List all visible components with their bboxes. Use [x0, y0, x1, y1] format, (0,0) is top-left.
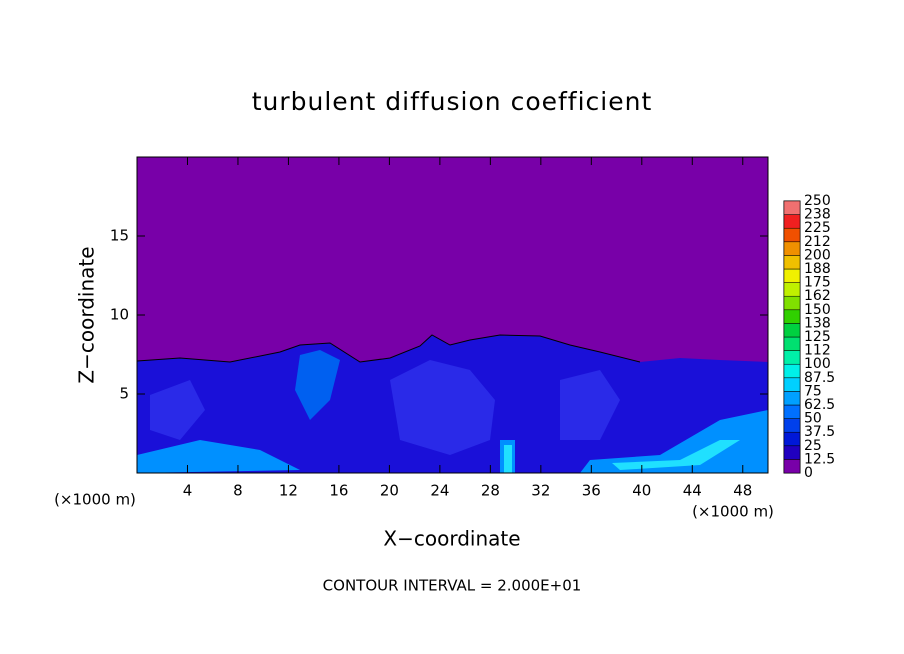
x-tick-label: 12: [279, 482, 298, 500]
field-patch: [504, 440, 740, 473]
x-unit-label: (×1000 m): [692, 503, 774, 521]
colorbar-label: 12.5: [804, 451, 835, 467]
y-tick-label: 10: [110, 306, 129, 324]
colorbar-label: 200: [804, 247, 831, 263]
annotation: CONTOUR INTERVAL = 2.000E+01: [323, 577, 582, 595]
colorbar-bin: [783, 404, 801, 419]
colorbar-bin: [783, 459, 801, 474]
colorbar-bin: [783, 391, 801, 406]
colorbar-bin: [783, 268, 801, 283]
field-patch: [137, 410, 768, 473]
colorbar-label: 138: [804, 315, 831, 331]
x-tick-label: 40: [632, 482, 651, 500]
colorbar-bin: [783, 445, 801, 460]
colorbar-bin: [783, 309, 801, 324]
chart-title: turbulent diffusion coefficient: [252, 87, 653, 116]
colorbar-bin: [783, 323, 801, 338]
colorbar-label: 225: [804, 220, 831, 236]
colorbar-label: 188: [804, 261, 831, 277]
colorbar-bin: [783, 200, 801, 215]
colorbar-label: 37.5: [804, 424, 835, 440]
colorbar-label: 212: [804, 234, 831, 250]
colorbar-bin: [783, 336, 801, 351]
x-tick-label: 4: [183, 482, 193, 500]
x-tick-label: 20: [380, 482, 399, 500]
colorbar-bin: [783, 377, 801, 392]
field: [136, 157, 768, 473]
colorbar-bin: [783, 363, 801, 379]
colorbar-bin: [783, 241, 801, 256]
colorbar-bin: [783, 227, 801, 243]
x-tick-label: 8: [233, 482, 243, 500]
colorbar-label: 62.5: [804, 397, 835, 413]
colorbar-label: 50: [804, 411, 822, 427]
x-tick-label: 44: [683, 482, 702, 500]
colorbar-bin: [783, 295, 801, 311]
y-tick-label: 15: [110, 227, 129, 245]
y-unit-label: (×1000 m): [54, 491, 136, 509]
colorbar-label: 250: [804, 193, 831, 209]
x-tick-label: 16: [329, 482, 348, 500]
colorbar-bin: [783, 431, 801, 447]
contour-line: [136, 334, 641, 363]
x-tick-label: 36: [582, 482, 601, 500]
field-patch: [295, 350, 340, 420]
colorbar-label: 25: [804, 438, 822, 454]
colorbar-label: 87.5: [804, 370, 835, 386]
colorbar-label: 175: [804, 275, 831, 291]
colorbar-label: 150: [804, 302, 831, 318]
colorbar-label: 112: [804, 343, 831, 359]
colorbar-label: 162: [804, 288, 831, 304]
x-tick-label: 48: [733, 482, 752, 500]
colorbar-bin: [783, 418, 801, 433]
colorbar-label: 125: [804, 329, 831, 345]
y-tick-label: 5: [119, 385, 129, 403]
colorbar-bin: [783, 350, 801, 365]
x-tick-label: 24: [430, 482, 449, 500]
y-axis-label: Z−coordinate: [75, 246, 99, 383]
x-tick-label: 32: [531, 482, 550, 500]
colorbar-bin: [783, 282, 801, 297]
colorbar-label: 0: [804, 465, 813, 481]
x-tick-label: 28: [481, 482, 500, 500]
colorbar-bin: [783, 255, 801, 270]
x-axis-label: X−coordinate: [383, 527, 520, 551]
colorbar-label: 238: [804, 207, 831, 223]
colorbar-label: 100: [804, 356, 831, 372]
colorbar-bin: [783, 214, 801, 229]
colorbar-label: 75: [804, 383, 822, 399]
